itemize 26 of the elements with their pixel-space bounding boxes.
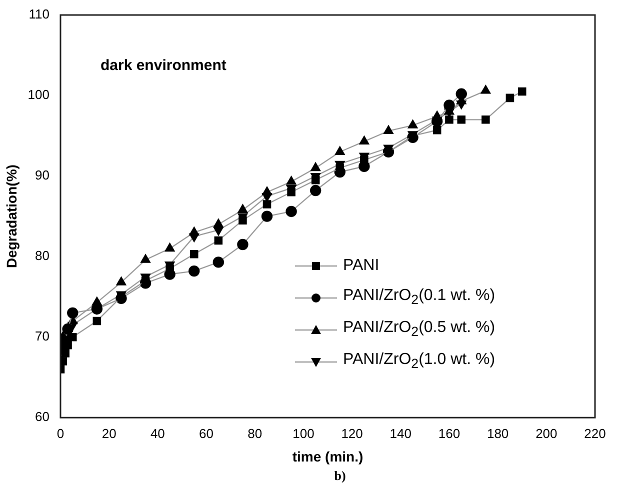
x-tick-label: 180 bbox=[486, 426, 509, 441]
x-tick-label: 200 bbox=[536, 426, 558, 441]
y-tick-label: 60 bbox=[35, 409, 50, 424]
y-tick-label: 110 bbox=[28, 6, 50, 22]
x-tick-label: 20 bbox=[102, 426, 116, 441]
x-tick-label: 140 bbox=[390, 426, 412, 441]
x-tick-label: 40 bbox=[150, 426, 165, 441]
y-tick-label: 80 bbox=[35, 248, 50, 264]
legend-label: PANI bbox=[343, 256, 380, 276]
y-tick-label: 100 bbox=[28, 87, 50, 102]
legend-label: PANI/ZrO$_{2}$(0.5 wt. %) bbox=[343, 318, 496, 342]
x-axis-title: time (min.) bbox=[292, 448, 364, 464]
legend-label: PANI/ZrO$_{2}$(1.0 wt. %) bbox=[343, 350, 496, 374]
legend-label: PANI/ZrO$_{2}$(0.1 wt. %) bbox=[343, 286, 496, 310]
text: b) bbox=[333, 468, 347, 484]
annotation: dark environment bbox=[100, 57, 226, 74]
y-tick-label: 90 bbox=[35, 168, 50, 183]
x-tick-label: 100 bbox=[292, 426, 314, 441]
y-tick-label: 70 bbox=[35, 328, 50, 344]
x-tick-label: 0 bbox=[56, 426, 64, 441]
x-tick-label: 120 bbox=[341, 426, 363, 441]
x-tick-label: 80 bbox=[248, 426, 262, 441]
y-axis-title: Degradation(%) bbox=[3, 164, 20, 268]
x-tick-label: 160 bbox=[438, 426, 460, 441]
x-tick-label: 60 bbox=[199, 426, 214, 441]
x-tick-label: 220 bbox=[584, 426, 606, 441]
